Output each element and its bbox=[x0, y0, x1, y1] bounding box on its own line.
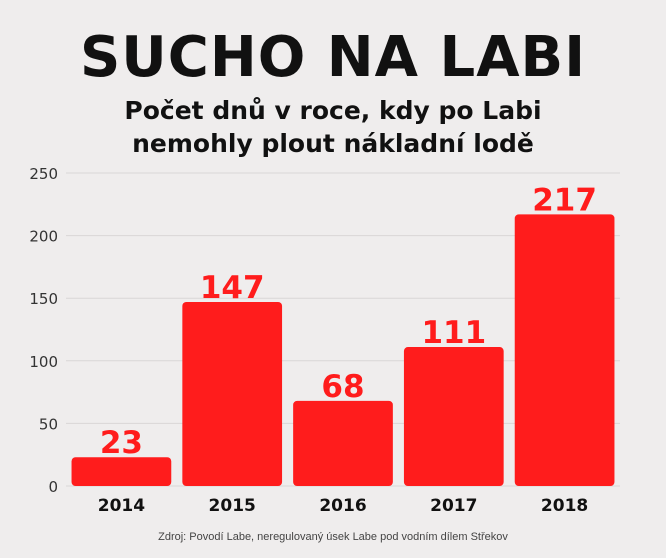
x-tick-label: 2018 bbox=[541, 496, 588, 516]
bar bbox=[403, 347, 504, 486]
bars bbox=[71, 214, 615, 487]
data-label: 111 bbox=[421, 315, 486, 351]
data-label: 23 bbox=[100, 425, 143, 461]
x-tick-label: 2016 bbox=[319, 496, 366, 516]
y-tick-label: 150 bbox=[29, 290, 58, 308]
bar bbox=[71, 457, 172, 486]
data-label: 217 bbox=[532, 182, 597, 218]
data-labels: 23 147 68 111 217 bbox=[100, 182, 597, 461]
data-label: 147 bbox=[200, 270, 265, 306]
bar bbox=[182, 301, 283, 486]
source-note: Zdroj: Povodí Labe, neregulovaný úsek La… bbox=[158, 531, 508, 543]
bar bbox=[293, 400, 393, 486]
chart-title: SUCHO NA LABI bbox=[79, 25, 587, 90]
y-tick-label: 0 bbox=[48, 478, 58, 496]
x-axis-ticks: 2014 2015 2016 2017 2018 bbox=[98, 496, 589, 516]
data-label: 68 bbox=[321, 369, 364, 405]
subtitle-line-1: Počet dnů v roce, kdy po Labi bbox=[124, 96, 542, 125]
y-tick-label: 100 bbox=[29, 353, 58, 371]
bar bbox=[514, 214, 615, 487]
chart-subtitle: Počet dnů v roce, kdy po Labi nemohly pl… bbox=[0, 94, 666, 160]
y-tick-label: 200 bbox=[29, 228, 58, 246]
y-tick-label: 250 bbox=[29, 165, 58, 183]
x-tick-label: 2014 bbox=[98, 496, 145, 516]
y-tick-label: 50 bbox=[39, 415, 58, 433]
x-tick-label: 2015 bbox=[209, 496, 256, 516]
y-axis-ticks: 0 50 100 150 200 250 bbox=[29, 165, 58, 496]
subtitle-line-2: nemohly plout nákladní lodě bbox=[132, 129, 534, 158]
x-tick-label: 2017 bbox=[430, 496, 477, 516]
